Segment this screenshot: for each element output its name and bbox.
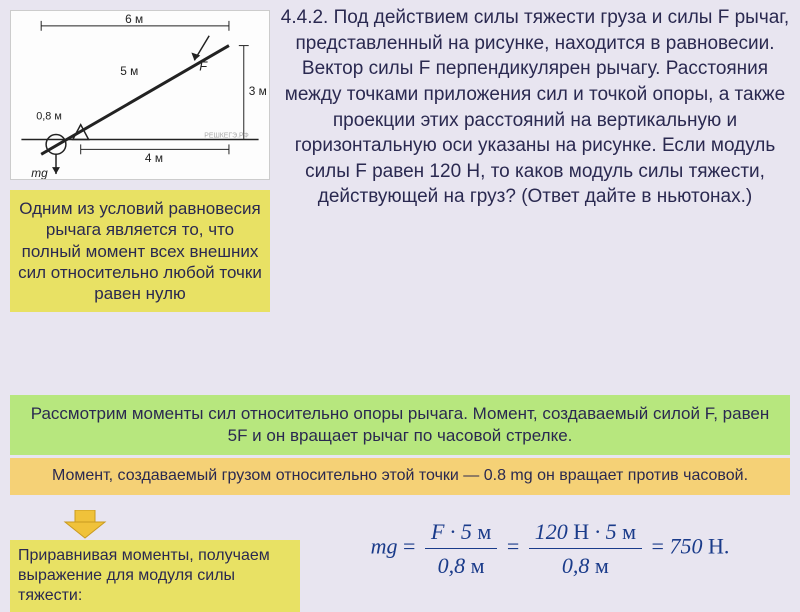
dim-short-arm: 0,8 м bbox=[36, 111, 62, 123]
formula-result: 750 Н. bbox=[669, 534, 729, 559]
solution-step-1: Рассмотрим моменты сил относительно опор… bbox=[10, 395, 790, 455]
formula-frac1-bot: 0,8 м bbox=[425, 549, 497, 582]
dim-lever-5m: 5 м bbox=[120, 64, 138, 78]
watermark-text: РЕШКЕГЭ.РФ bbox=[204, 132, 249, 139]
weight-mg-label: mg bbox=[31, 166, 48, 179]
dim-4m: 4 м bbox=[145, 151, 163, 165]
formula-frac1-top: F · 5 м bbox=[425, 515, 497, 549]
formula-lhs: mg bbox=[371, 534, 398, 559]
solution-step-2: Момент, создаваемый грузом относительно … bbox=[10, 458, 790, 495]
problem-statement: 4.4.2. Под действием силы тяжести груза … bbox=[280, 5, 790, 210]
lever-diagram: 0,8 м 5 м 6 м 4 м 3 м F mg bbox=[10, 10, 270, 180]
solution-step-3: Приравнивая моменты, получаем выражение … bbox=[10, 540, 300, 612]
formula-frac2-bot: 0,8 м bbox=[529, 549, 642, 582]
dim-6m: 6 м bbox=[125, 12, 143, 26]
formula-frac2-top: 120 Н · 5 м bbox=[529, 515, 642, 549]
force-F-label: F bbox=[199, 58, 208, 73]
equilibrium-note: Одним из условий равновесия рычага являе… bbox=[10, 190, 270, 312]
down-arrow-icon bbox=[60, 510, 110, 540]
result-formula: mg = F · 5 м 0,8 м = 120 Н · 5 м 0,8 м =… bbox=[310, 515, 790, 582]
dim-3m: 3 м bbox=[249, 84, 267, 98]
